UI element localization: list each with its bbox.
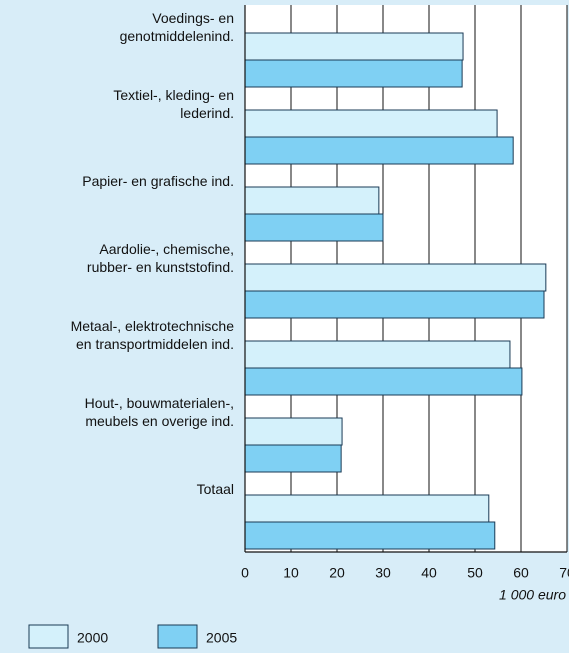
x-tick-label: 30 xyxy=(375,565,391,581)
bar xyxy=(244,417,343,446)
bar xyxy=(244,186,380,215)
x-tick-label: 60 xyxy=(513,565,529,581)
bar xyxy=(244,59,463,88)
category-label: Hout-, bouwmaterialen-, meubels en overi… xyxy=(84,395,234,429)
bar xyxy=(244,263,547,292)
x-tick-label: 40 xyxy=(421,565,437,581)
category-label: Papier- en grafische ind. xyxy=(82,173,234,189)
bar xyxy=(244,109,498,138)
bar xyxy=(244,444,342,473)
legend-swatch xyxy=(28,624,69,649)
legend-label: 2005 xyxy=(206,630,237,646)
x-tick-label: 10 xyxy=(283,565,299,581)
x-tick-label: 20 xyxy=(329,565,345,581)
category-label: Totaal xyxy=(196,481,234,497)
bar xyxy=(244,340,511,369)
bar xyxy=(244,521,496,550)
x-tick-label: 0 xyxy=(241,565,249,581)
bar xyxy=(244,213,384,242)
bar xyxy=(244,367,523,396)
bar xyxy=(244,290,545,319)
category-label: Textiel-, kleding- en lederind. xyxy=(113,87,234,121)
x-tick-label: 70 xyxy=(559,565,569,581)
category-label: Aardolie-, chemische, rubber- en kunstst… xyxy=(86,241,234,275)
legend-swatch xyxy=(157,624,198,649)
category-label: Voedings- en genotmiddelenind. xyxy=(119,10,234,44)
x-axis-label: 1 000 euro xyxy=(499,587,566,603)
category-label: Metaal-, elektrotechnische en transportm… xyxy=(70,318,234,352)
legend-label: 2000 xyxy=(77,630,108,646)
bar xyxy=(244,136,514,165)
x-tick-label: 50 xyxy=(467,565,483,581)
bar xyxy=(244,32,464,61)
bar xyxy=(244,494,490,523)
